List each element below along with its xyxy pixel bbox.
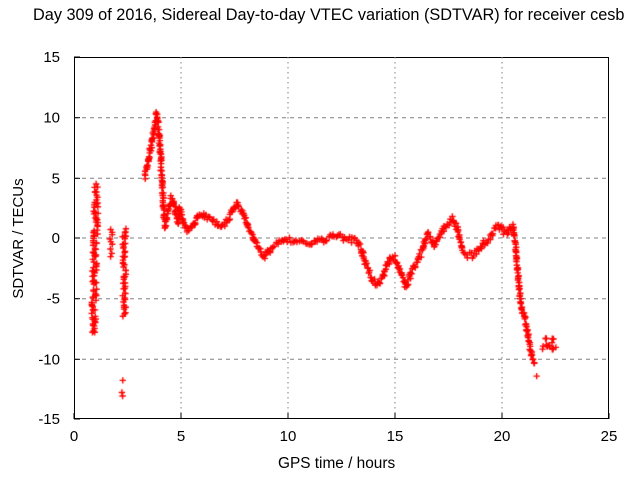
svg-text:5: 5 [52,170,60,187]
svg-text:10: 10 [280,428,297,445]
svg-text:20: 20 [494,428,511,445]
svg-text:0: 0 [70,428,78,445]
svg-text:5: 5 [177,428,185,445]
svg-text:10: 10 [43,110,60,127]
svg-text:-15: -15 [38,411,60,428]
svg-text:15: 15 [43,49,60,66]
svg-text:15: 15 [387,428,404,445]
svg-text:-5: -5 [47,291,60,308]
svg-text:-10: -10 [38,351,60,368]
svg-text:25: 25 [601,428,618,445]
svg-text:0: 0 [52,230,60,247]
